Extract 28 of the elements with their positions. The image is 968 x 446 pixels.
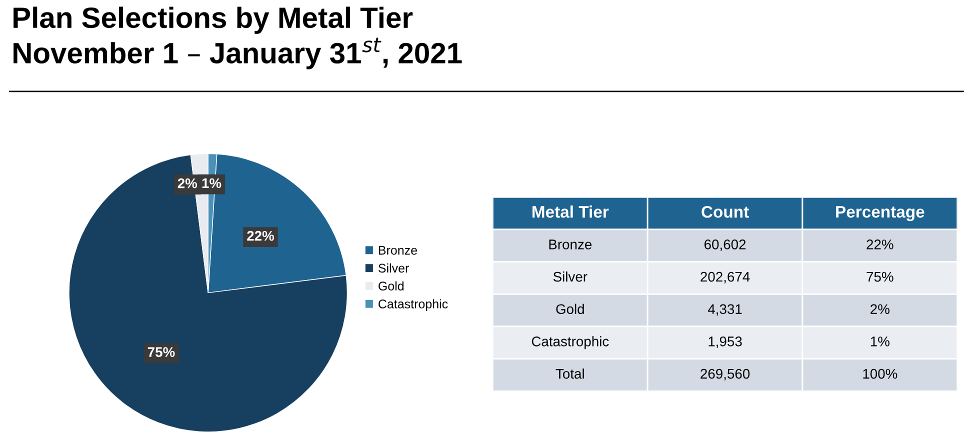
chart-title: Plan Selections by Metal Tier November 1 – January 31$^{st}$, 2021 — [14, 6, 462, 70]
text: Count — [702, 206, 749, 218]
text: Percentage — [836, 206, 924, 222]
text: 202,674 — [700, 272, 750, 284]
legend-label: Gold — [378, 281, 404, 290]
legend-label: Bronze — [378, 246, 417, 255]
text: 60,602 — [704, 240, 746, 252]
data-label: 1% — [202, 178, 222, 188]
data-label: 22% — [247, 230, 274, 241]
text: Total — [556, 368, 584, 379]
pie-slice — [68, 154, 348, 432]
legend-label: Catastrophic — [378, 299, 448, 311]
category-label: Bronze — [549, 240, 592, 250]
text: 4,331 — [708, 304, 742, 316]
text: 1,953 — [708, 336, 742, 348]
category-label: Silver — [553, 271, 588, 282]
text: 269,560 — [700, 368, 750, 380]
text: 1% — [870, 336, 890, 346]
text: 75% — [866, 272, 894, 282]
text: 100% — [863, 368, 898, 379]
data-label: 75% — [148, 347, 175, 357]
text: 22% — [866, 240, 894, 250]
category-label: Catastrophic — [532, 336, 609, 350]
text: 2% — [870, 304, 890, 314]
category-label: Gold — [556, 304, 584, 314]
legend-label: Silver — [378, 263, 409, 273]
data-label: 2% — [178, 178, 198, 188]
text: Metal Tier — [532, 206, 609, 218]
